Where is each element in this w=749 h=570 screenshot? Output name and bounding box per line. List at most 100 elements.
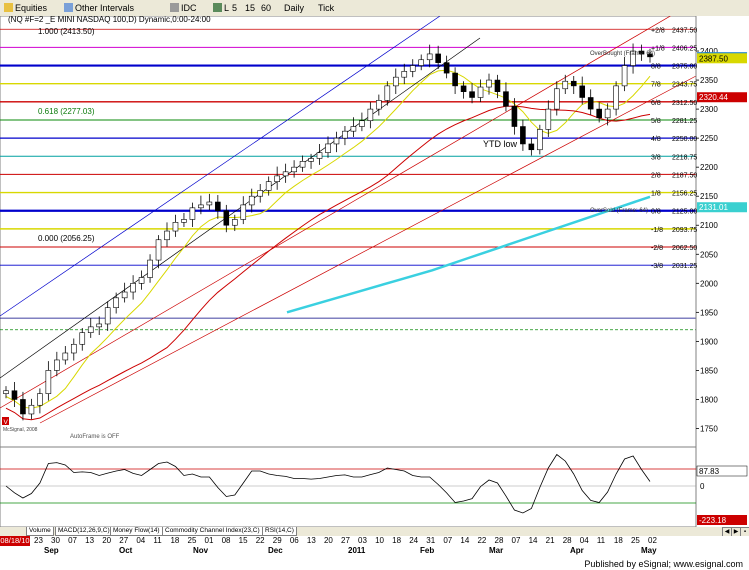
ytd-low-annotation: YTD low xyxy=(483,139,518,149)
murrey-level-value: 2437.50 xyxy=(672,27,697,34)
price-badge xyxy=(697,202,747,213)
date-tick-label: 18 xyxy=(392,536,402,545)
date-tick-label: 01 xyxy=(204,536,214,545)
candle-body xyxy=(164,230,170,241)
candle-body xyxy=(418,59,425,66)
murrey-level-label: +1/8 xyxy=(651,45,665,52)
date-tick-label: 15 xyxy=(238,536,248,545)
trend-channel-line xyxy=(39,75,697,424)
murrey-level-value: 2375.00 xyxy=(672,64,697,71)
clock-icon xyxy=(64,3,73,12)
date-tick-label: 14 xyxy=(460,536,470,545)
y-tick-label: 1900 xyxy=(700,337,718,346)
candle-body xyxy=(342,130,348,139)
date-tick-label: 14 xyxy=(528,536,538,545)
candle-body xyxy=(20,399,26,415)
date-tick-label: 07 xyxy=(443,536,453,545)
interval-60[interactable]: 60 xyxy=(261,2,271,14)
candle-body xyxy=(223,210,230,226)
trend-channel-line xyxy=(0,16,441,317)
trend-channels xyxy=(0,16,697,424)
date-tick-label: 25 xyxy=(630,536,640,545)
murrey-level-label: 6/8 xyxy=(651,100,661,107)
osc-axis: 100087.83-223.18 xyxy=(696,465,748,525)
toolbar: Equities Other Intervals IDC L 5 15 60 Daily Tic… xyxy=(0,0,749,17)
murrey-level-value: 2031.25 xyxy=(672,263,697,270)
fib-label-low: 0.000 (2056.25) xyxy=(38,234,95,243)
month-label: Nov xyxy=(193,546,209,555)
murrey-level-value: 2250.00 xyxy=(672,136,697,143)
study-tabs: Volume MACD(12,26,9,C) Money Flow(14) Commo… xyxy=(0,527,749,536)
candle-body xyxy=(181,219,187,223)
price-axis: 2400 2350 2300 2250 2200 2150 2100 2050 2000 1950… xyxy=(651,16,718,447)
candle-body xyxy=(426,53,433,61)
candle-body xyxy=(333,137,340,145)
date-tick-label: 22 xyxy=(477,536,487,545)
candle-body xyxy=(206,201,213,206)
idc-tool[interactable]: IDC xyxy=(170,2,197,14)
ma-red-line xyxy=(5,105,651,421)
interval-5[interactable]: 5 xyxy=(232,2,237,14)
date-tick-label: 28 xyxy=(562,536,572,545)
chart-background xyxy=(0,16,749,447)
candle-body xyxy=(325,143,331,153)
fib-label-mid: 0.618 (2277.03) xyxy=(38,107,95,116)
candle-body xyxy=(28,404,35,415)
month-label: Feb xyxy=(420,546,435,555)
y-tick-label: 1850 xyxy=(700,366,718,375)
fib-label-top: 1.000 (2413.50) xyxy=(38,27,95,36)
candle-body xyxy=(240,204,247,220)
interval-l[interactable]: L xyxy=(213,2,229,14)
interval-daily[interactable]: Daily xyxy=(284,2,304,14)
v-badge-label: V xyxy=(4,419,9,426)
price-badge-label: 2320.44 xyxy=(699,93,728,102)
candle-body xyxy=(104,307,111,325)
study-tab[interactable]: Money Flow(14) xyxy=(110,527,163,536)
osc-badge xyxy=(696,465,748,477)
interval-15[interactable]: 15 xyxy=(245,2,255,14)
month-label: Sep xyxy=(44,546,59,555)
candle-body xyxy=(189,207,196,220)
murrey-level-label: 1/8 xyxy=(651,191,661,198)
interval-tick[interactable]: Tick xyxy=(318,2,334,14)
candle-body xyxy=(596,108,602,119)
study-tab[interactable]: MACD(12,26,9,C) xyxy=(55,527,113,536)
candle-body xyxy=(392,76,399,87)
price-chart[interactable]: 2400 2350 2300 2250 2200 2150 2100 2050 2000 1950… xyxy=(0,16,749,447)
candle-body xyxy=(545,108,552,130)
study-tab[interactable]: RSI(14,C) xyxy=(262,527,297,536)
candle-body xyxy=(147,259,153,278)
candle-body xyxy=(384,85,391,101)
y-tick-label: 2000 xyxy=(700,279,718,288)
candle-body xyxy=(367,108,374,122)
study-tab[interactable]: Commodity Channel Index(23,C) xyxy=(162,527,263,536)
idc-tool-label: IDC xyxy=(181,3,197,13)
candle-body xyxy=(486,79,492,88)
trend-channel-line xyxy=(0,16,672,409)
candle-body xyxy=(376,100,382,110)
candle-body xyxy=(570,80,577,87)
study-tab[interactable]: Volume xyxy=(26,527,54,536)
candle-body xyxy=(537,129,543,151)
month-label: Mar xyxy=(489,546,504,555)
murrey-level-value: 2218.75 xyxy=(672,154,697,161)
candle-body xyxy=(604,108,611,119)
publisher-note: Published by eSignal; www.esignal.com xyxy=(584,559,743,569)
equities-tool[interactable]: Equities xyxy=(4,2,47,14)
month-label: Apr xyxy=(570,546,584,555)
date-tick-label: 06 xyxy=(289,536,299,545)
date-tick-label: 18 xyxy=(170,536,180,545)
folder-icon xyxy=(4,3,13,12)
y-tick-label: 1750 xyxy=(700,424,718,433)
y-tick-label: 2150 xyxy=(700,192,718,201)
date-tick-label: 25 xyxy=(187,536,197,545)
y-tick-label: 1950 xyxy=(700,308,718,317)
murrey-level-label: -2/8 xyxy=(651,245,663,252)
other-intervals-tool[interactable]: Other Intervals xyxy=(64,2,134,14)
date-tick-label: 20 xyxy=(102,536,112,545)
candle-body xyxy=(494,79,501,92)
date-tick-label: 30 xyxy=(51,536,60,545)
candle-body xyxy=(435,53,441,63)
cci-oscillator-chart[interactable]: 100087.83-223.18 xyxy=(0,447,749,527)
date-tick-label: 27 xyxy=(341,536,350,545)
